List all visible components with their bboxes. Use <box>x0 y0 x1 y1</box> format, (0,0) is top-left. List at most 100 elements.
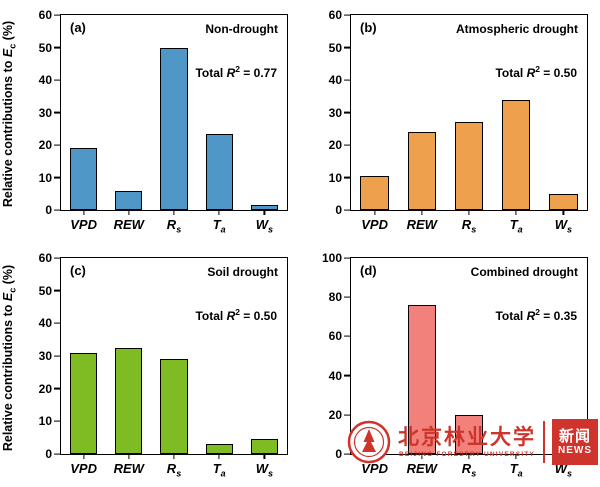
y-tick-mark <box>54 14 60 16</box>
bar-rs <box>160 359 188 454</box>
x-tick-label-rs: Rs <box>462 218 476 235</box>
r-squared-annotation-d: Total R2 = 0.35 <box>495 307 577 323</box>
y-tick-label: 10 <box>328 170 342 185</box>
bar-ws <box>250 439 278 454</box>
y-tick-mark <box>54 209 60 211</box>
r2-superscript: 2 <box>535 307 540 317</box>
y-tick-mark <box>344 257 350 259</box>
panel-a-cell: Relative contributions to Ec (%) (a) Non… <box>0 0 300 243</box>
panel-c-cell: Relative contributions to Ec (%) (c) Soi… <box>0 243 300 487</box>
x-tick-mark <box>421 210 423 215</box>
y-tick-mark <box>344 453 350 455</box>
x-tick-label-subscript: s <box>471 468 477 479</box>
university-name: 北京林业大学 BEIJING FORESTRY UNIVERSITY <box>398 426 536 457</box>
x-tick-label-ws: Ws <box>256 462 273 479</box>
bar-rew <box>407 132 436 210</box>
y-tick-label: 20 <box>38 381 52 396</box>
x-tick-mark <box>468 454 470 459</box>
plot-area-a: (a) Non-drought Total R2 = 0.77 0 10 20 30 4… <box>39 9 288 234</box>
x-tick-label-base: R <box>461 217 472 232</box>
x-tick-label-vpd: VPD <box>70 462 97 475</box>
y-tick-mark <box>344 375 350 377</box>
panel-d: (d) Combined drought Total R2 = 0.35 0 20… <box>300 243 600 487</box>
y-tick-label: 40 <box>38 316 52 331</box>
r2-value: = 0.50 <box>539 65 577 80</box>
bar-rew <box>407 305 436 454</box>
y-tick-mark <box>54 355 60 357</box>
x-tick-label-base: VPD <box>70 217 97 232</box>
x-tick-label-base: VPD <box>361 461 388 476</box>
panel-label-c: (c) <box>70 263 86 278</box>
x-tick-label-base: R <box>166 217 177 232</box>
x-tick-label-rew: REW <box>407 218 437 231</box>
y-tick-mark <box>54 420 60 422</box>
x-tick-label-base: VPD <box>361 217 388 232</box>
x-tick-label-base: W <box>554 461 568 476</box>
x-tick-mark <box>468 210 470 215</box>
plot-area-d: (d) Combined drought Total R2 = 0.35 0 20… <box>322 252 588 478</box>
news-badge-cn: 新闻 <box>558 427 591 445</box>
y-tick-mark <box>54 176 60 179</box>
r2-symbol: R <box>226 309 236 323</box>
x-tick-mark <box>421 454 423 459</box>
x-tick-label-base: T <box>212 461 221 476</box>
panel-d-cell: (d) Combined drought Total R2 = 0.35 0 20… <box>300 243 600 487</box>
x-tick-label-subscript: s <box>268 468 274 479</box>
y-tick-mark <box>344 14 350 16</box>
y-tick-mark <box>54 322 60 324</box>
y-tick-mark <box>54 388 60 390</box>
y-tick-mark <box>54 79 60 81</box>
panel-title-c: Soil drought <box>207 265 278 279</box>
bar-ws <box>250 205 278 210</box>
x-tick-label-base: W <box>255 461 269 476</box>
plot-area-b: (b) Atmospheric drought Total R2 = 0.50 … <box>329 9 588 234</box>
r2-value: = 0.35 <box>539 309 577 323</box>
x-tick-label-base: R <box>166 461 177 476</box>
y-tick-label: 20 <box>328 138 342 153</box>
x-tick-label-subscript: a <box>517 468 523 479</box>
x-tick-mark <box>515 454 517 459</box>
y-axis-title-subscript: c <box>7 43 18 49</box>
x-tick-label-subscript: s <box>268 224 274 235</box>
x-tick-mark <box>83 210 85 215</box>
plot-area-c: (c) Soil drought Total R2 = 0.50 0 10 20 30… <box>39 252 288 478</box>
panel-title-a: Non-drought <box>205 22 278 36</box>
x-tick-label-base: VPD <box>70 461 97 476</box>
y-tick-label: 20 <box>38 138 52 153</box>
bar-rew <box>115 347 143 454</box>
x-tick-label-subscript: s <box>567 468 573 479</box>
x-tick-label-ta: Ta <box>213 462 226 479</box>
r-squared-annotation-b: Total R2 = 0.50 <box>495 64 577 80</box>
x-tick-label-base: REW <box>406 217 437 232</box>
x-tick-label-rs: Rs <box>167 462 181 479</box>
y-tick-label: 20 <box>328 407 342 422</box>
y-axis-title-units: (%) <box>0 21 15 44</box>
r2-superscript: 2 <box>235 63 240 74</box>
x-tick-label-subscript: a <box>517 224 523 235</box>
panel-b: (b) Atmospheric drought Total R2 = 0.50 … <box>300 0 600 243</box>
bar-rs <box>454 122 484 210</box>
y-tick-mark <box>344 296 350 298</box>
panel-label-d: (d) <box>360 263 377 278</box>
bar-rew <box>115 190 143 210</box>
x-tick-label-ta: Ta <box>510 218 523 235</box>
y-tick-label: 40 <box>38 73 52 88</box>
y-tick-label: 60 <box>328 8 342 22</box>
r2-prefix: Total <box>195 65 227 80</box>
r-squared-annotation-c: Total R2 = 0.50 <box>195 307 277 323</box>
y-tick-label: 60 <box>38 251 52 265</box>
bar-ws <box>549 193 578 210</box>
y-tick-label: 0 <box>45 203 52 217</box>
x-tick-label-subscript: a <box>220 224 226 235</box>
bar-rs <box>454 414 484 454</box>
university-name-en: BEIJING FORESTRY UNIVERSITY <box>398 450 536 458</box>
x-tick-label-ta: Ta <box>213 218 226 235</box>
x-tick-label-rew: REW <box>114 218 144 231</box>
y-tick-mark <box>344 46 350 49</box>
x-tick-label-ws: Ws <box>555 218 572 235</box>
x-tick-mark <box>128 454 130 459</box>
x-tick-mark <box>374 210 376 215</box>
x-tick-label-subscript: s <box>567 224 573 235</box>
x-tick-label-base: W <box>554 217 568 232</box>
